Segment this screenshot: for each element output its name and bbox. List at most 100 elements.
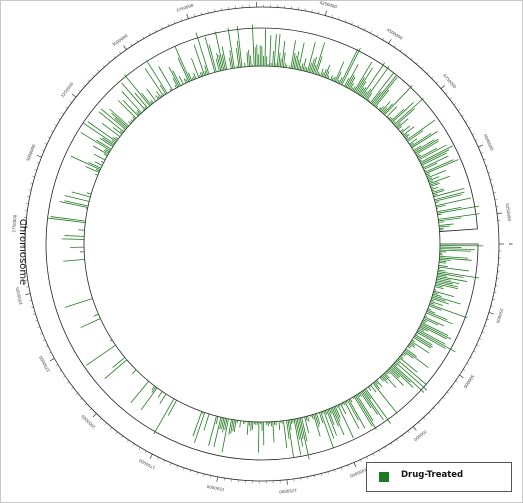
minor-tick (490, 305, 494, 307)
data-bar (370, 72, 394, 104)
data-bar (216, 53, 222, 71)
minor-tick (431, 76, 434, 79)
data-bar (293, 55, 297, 69)
data-bar (88, 162, 102, 169)
data-bar (121, 82, 146, 111)
data-bar (250, 55, 252, 67)
data-bar (376, 105, 379, 108)
data-bar (435, 283, 459, 290)
minor-tick (492, 298, 495, 300)
data-bar (338, 404, 341, 407)
data-bar (353, 61, 373, 92)
data-bar (111, 140, 116, 144)
minor-tick (376, 34, 378, 37)
data-bar (337, 404, 354, 439)
data-bar (399, 128, 404, 133)
minor-tick (421, 66, 424, 69)
major-tick (286, 479, 288, 485)
data-bar (387, 369, 404, 386)
data-bar (420, 323, 452, 340)
data-bar (308, 62, 312, 73)
data-bar (413, 337, 432, 349)
data-bar (435, 201, 439, 204)
data-bar (436, 206, 462, 213)
data-bar (193, 44, 205, 76)
data-bar (418, 327, 425, 332)
data-bar (419, 159, 422, 162)
data-bar (185, 78, 188, 83)
data-bar (419, 326, 429, 332)
data-bar (292, 419, 294, 423)
data-bar (101, 122, 121, 138)
minor-tick (461, 114, 464, 117)
data-bar (404, 349, 429, 368)
data-bar (360, 391, 372, 409)
data-bar (366, 92, 373, 101)
data-bar (384, 85, 413, 116)
data-bar (381, 107, 388, 114)
data-bars (47, 24, 484, 460)
data-bar (352, 86, 356, 92)
major-tick (92, 413, 97, 418)
data-bar (367, 99, 370, 102)
data-bar (407, 346, 411, 349)
minor-tick (382, 37, 385, 41)
data-bar (400, 354, 403, 357)
data-bar (435, 281, 458, 288)
data-bar (410, 342, 416, 347)
data-bar (229, 50, 234, 69)
minor-tick (36, 162, 40, 164)
data-bar (350, 87, 354, 91)
tick-label: 2500000 (15, 286, 24, 305)
data-bar (353, 396, 373, 427)
data-bar (201, 71, 204, 77)
minor-tick (463, 369, 466, 371)
data-bar (132, 119, 135, 121)
minor-tick (113, 55, 116, 59)
data-bar (340, 403, 347, 415)
minor-tick (468, 127, 472, 129)
minor-tick (465, 120, 468, 123)
data-bar (80, 318, 101, 328)
minor-tick (340, 467, 343, 470)
data-bar (405, 136, 409, 140)
data-bar (343, 402, 346, 406)
data-bar (427, 309, 436, 314)
data-bar (367, 386, 372, 392)
data-bar (344, 401, 360, 430)
data-bar (438, 269, 446, 272)
data-bar (114, 117, 127, 129)
data-bar (383, 103, 393, 115)
data-bar (385, 371, 389, 375)
data-bar (218, 54, 223, 71)
data-bar (390, 108, 405, 122)
data-bar (422, 320, 426, 324)
minor-tick (183, 467, 185, 471)
data-bar (219, 417, 223, 430)
data-bar (416, 331, 446, 349)
data-bar (433, 193, 438, 196)
data-bar (278, 421, 281, 431)
data-bar (279, 58, 282, 67)
data-bar (411, 339, 415, 343)
data-bar (349, 398, 353, 403)
data-bar (150, 101, 153, 105)
data-bar (172, 70, 181, 86)
data-bar (356, 67, 373, 94)
data-bar (338, 77, 343, 84)
data-bar (413, 145, 422, 151)
data-bar (192, 76, 195, 80)
data-bar (320, 68, 324, 77)
data-bar (400, 125, 410, 134)
minor-tick (314, 475, 316, 478)
data-bar (86, 192, 92, 195)
data-bar (395, 360, 400, 364)
data-bar (430, 300, 443, 306)
data-bar (258, 421, 260, 453)
minor-tick (37, 326, 41, 328)
data-bar (371, 91, 382, 105)
data-bar (168, 66, 180, 87)
data-bar (87, 121, 117, 143)
minor-tick (479, 338, 482, 340)
data-bar (357, 81, 367, 95)
